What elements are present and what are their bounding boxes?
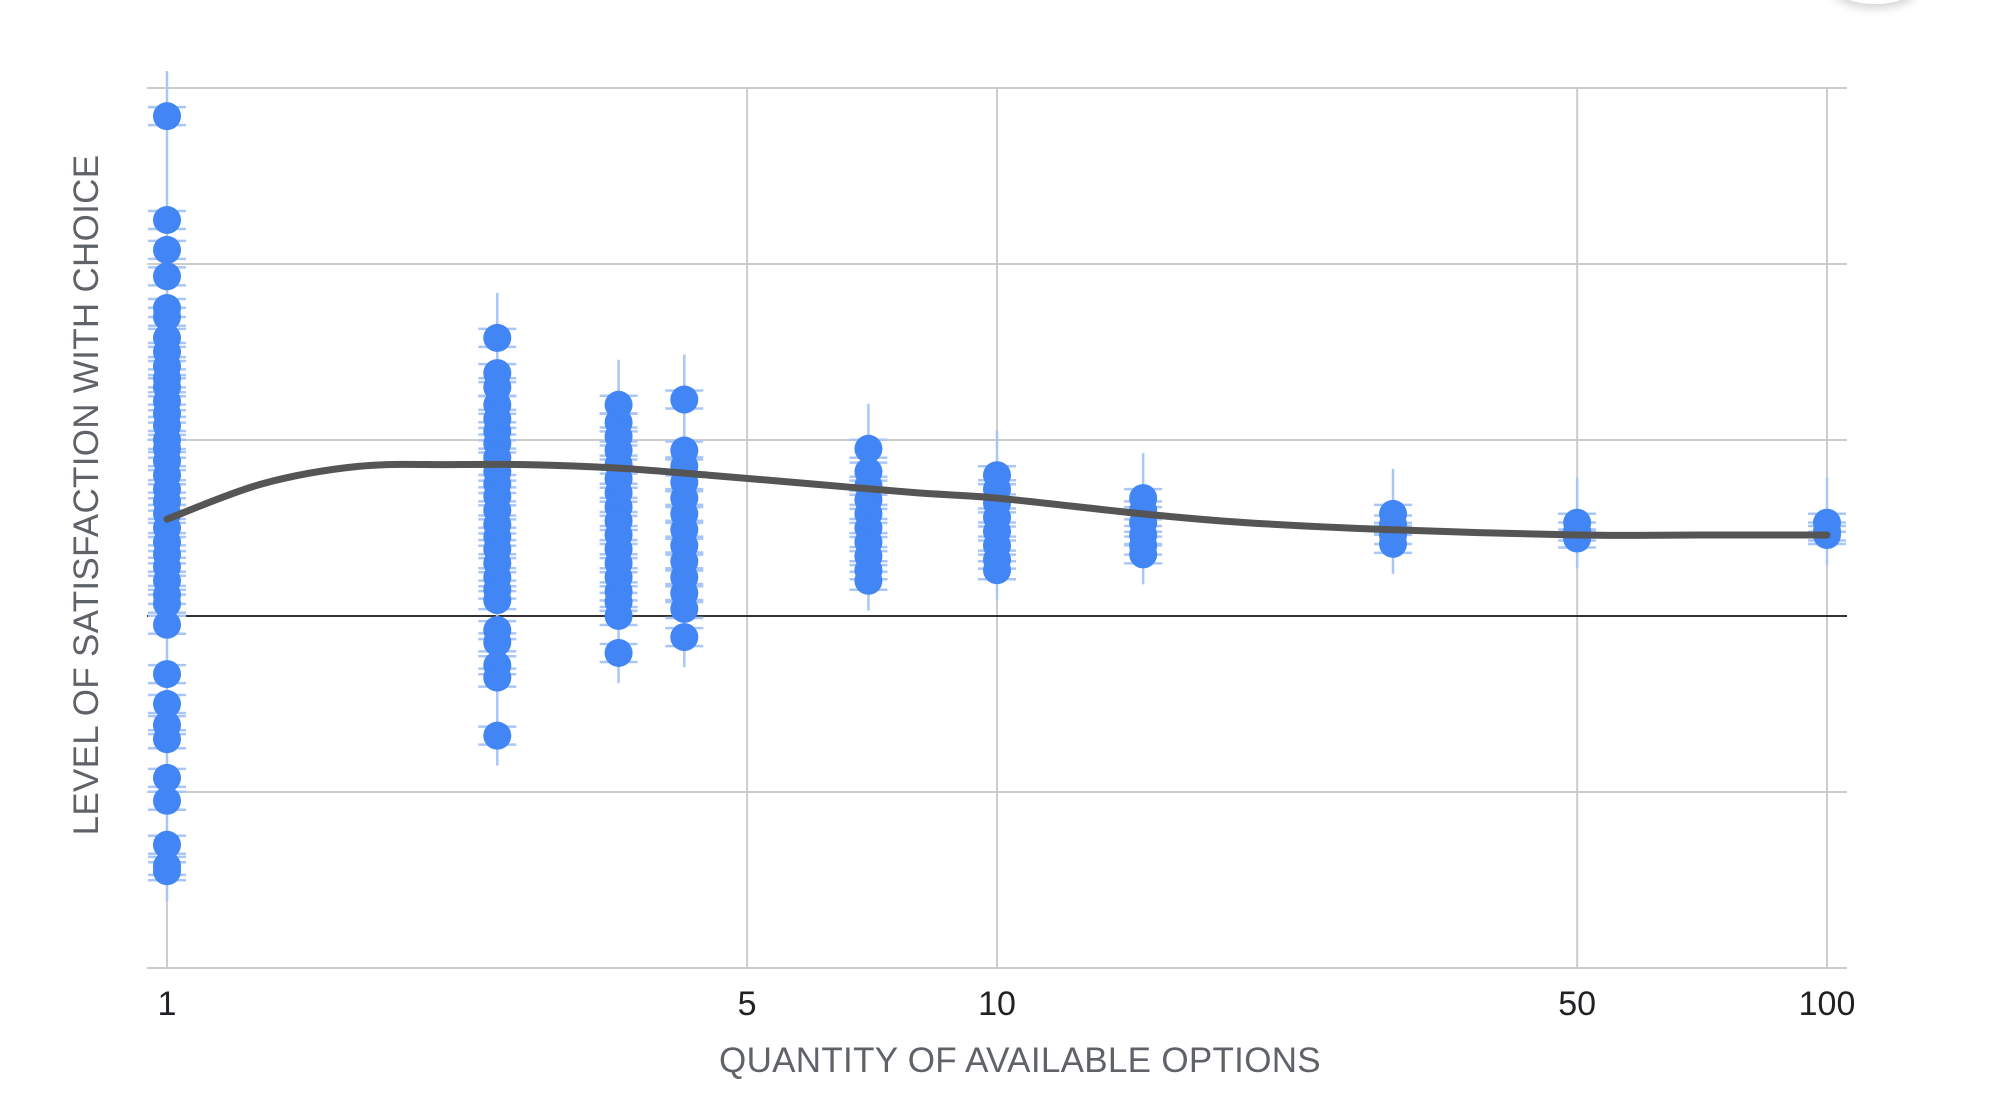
data-point — [983, 556, 1011, 585]
data-point — [153, 690, 181, 718]
x-tick-label: 100 — [1799, 985, 1856, 1023]
data-point — [153, 102, 181, 131]
data-point — [670, 623, 699, 652]
data-point — [153, 725, 181, 754]
data-point — [854, 566, 883, 595]
data-point — [153, 206, 181, 234]
data-point — [153, 763, 181, 792]
trend-layer — [163, 460, 1831, 539]
data-point — [1129, 540, 1158, 569]
data-point — [153, 262, 181, 291]
x-tick-label: 10 — [978, 985, 1016, 1023]
data-point — [153, 235, 181, 264]
data-point — [153, 830, 181, 859]
data-point — [1379, 529, 1408, 558]
data-point — [670, 594, 699, 623]
grid-layer — [147, 87, 1847, 969]
data-point — [483, 586, 512, 615]
data-point — [153, 857, 181, 886]
x-axis-title: QUANTITY OF AVAILABLE OPTIONS — [719, 1041, 1321, 1080]
data-point — [153, 660, 181, 689]
data-point — [483, 628, 512, 657]
data-point — [153, 589, 181, 618]
data-point — [483, 323, 512, 352]
tick-label-layer: 1 5 10 50 100 — [158, 985, 1856, 1023]
data-point — [153, 302, 181, 331]
x-tick-label: 1 — [158, 985, 177, 1023]
data-point — [153, 786, 181, 815]
data-point — [670, 385, 699, 414]
data-point — [604, 638, 633, 667]
trend-line — [163, 460, 1831, 539]
x-tick-label: 50 — [1558, 985, 1596, 1023]
data-point — [854, 434, 883, 463]
data-point — [604, 602, 633, 630]
data-point — [483, 721, 512, 750]
data-point — [483, 663, 512, 692]
y-axis-title: LEVEL OF SATISFACTION WITH CHOICE — [67, 155, 106, 836]
data-point — [153, 610, 181, 639]
corner-decoration — [1830, 0, 1920, 4]
x-tick-label: 5 — [738, 985, 757, 1023]
